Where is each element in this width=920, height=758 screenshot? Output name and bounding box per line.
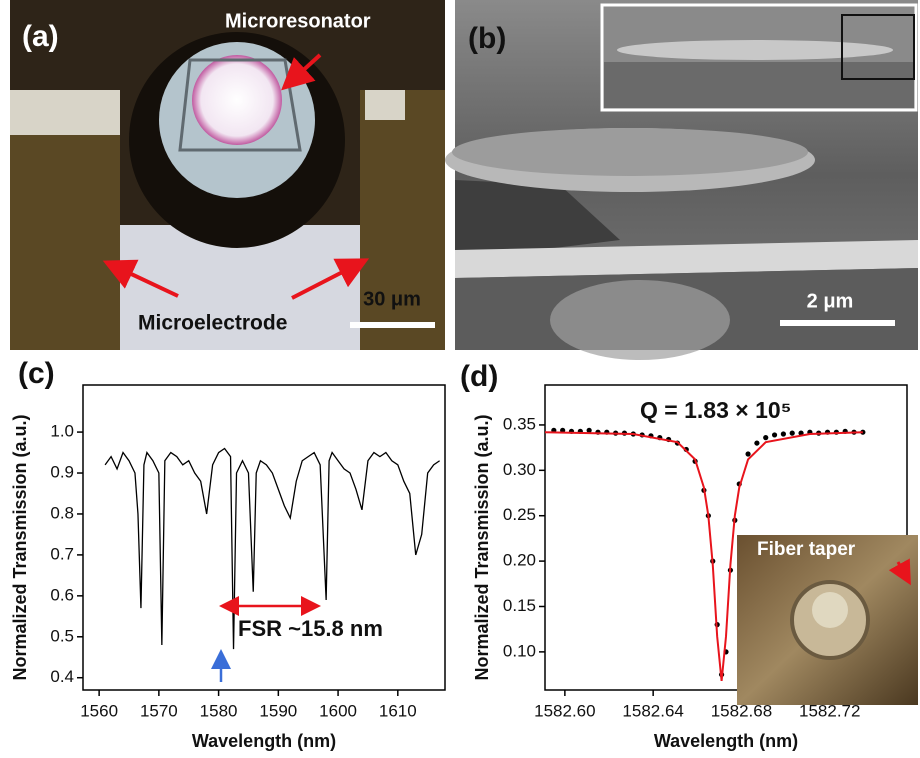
panel-label: (d) — [460, 360, 498, 393]
x-tick-label: 1580 — [200, 701, 238, 720]
scale-bar — [350, 322, 435, 328]
y-tick-label: 0.8 — [50, 503, 74, 522]
y-tick-label: 0.10 — [503, 641, 536, 660]
y-tick-label: 0.30 — [503, 460, 536, 479]
x-axis-title: Wavelength (nm) — [192, 731, 336, 751]
y-tick-label: 0.15 — [503, 596, 536, 615]
annotation: Microresonator — [225, 10, 371, 32]
y-tick-label: 0.6 — [50, 585, 74, 604]
annotation: Microelectrode — [138, 312, 287, 335]
data-point — [772, 432, 777, 437]
x-tick-label: 1610 — [379, 701, 417, 720]
x-tick-label: 1582.64 — [622, 701, 683, 720]
scale-bar-label: 2 μm — [807, 290, 854, 312]
scale-bar-label: 30 μm — [363, 288, 421, 310]
panel-label: (b) — [468, 22, 506, 55]
x-tick-label: 1570 — [140, 701, 178, 720]
x-tick-label: 1590 — [259, 701, 297, 720]
y-tick-label: 0.9 — [50, 463, 74, 482]
data-point — [754, 440, 759, 445]
data-point — [781, 431, 786, 436]
plot-frame — [83, 385, 445, 690]
data-point — [745, 451, 750, 456]
x-tick-label: 1600 — [319, 701, 357, 720]
y-tick-label: 0.20 — [503, 551, 536, 570]
y-tick-label: 0.35 — [503, 414, 536, 433]
x-axis-title: Wavelength (nm) — [654, 731, 798, 751]
x-tick-label: 1560 — [80, 701, 118, 720]
y-axis-title: Normalized Transmission (a.u.) — [10, 414, 30, 680]
panel-b: (b) 2 μm — [445, 0, 918, 360]
y-tick-label: 0.7 — [50, 544, 74, 563]
data-point — [763, 435, 768, 440]
annotation: FSR ~15.8 nm — [238, 616, 383, 641]
y-tick-label: 1.0 — [50, 422, 74, 441]
y-tick-label: 0.4 — [50, 667, 74, 686]
scale-bar — [780, 320, 895, 326]
panel-label: (a) — [22, 20, 59, 53]
y-tick-label: 0.5 — [50, 626, 74, 645]
y-axis-title: Normalized Transmission (a.u.) — [472, 414, 492, 680]
x-tick-label: 1582.60 — [534, 701, 595, 720]
panel-label: (c) — [18, 357, 55, 390]
inset-resonator — [812, 592, 848, 628]
figure: (a) Microresonator Microelectrode 30 μm … — [0, 0, 920, 758]
annotation: Fiber taper — [757, 539, 856, 560]
y-tick-label: 0.25 — [503, 505, 536, 524]
annotation: Q = 1.83 × 10⁵ — [640, 397, 791, 423]
panel-a: (a) Microresonator Microelectrode 30 μm — [10, 0, 445, 350]
data-point — [790, 431, 795, 436]
